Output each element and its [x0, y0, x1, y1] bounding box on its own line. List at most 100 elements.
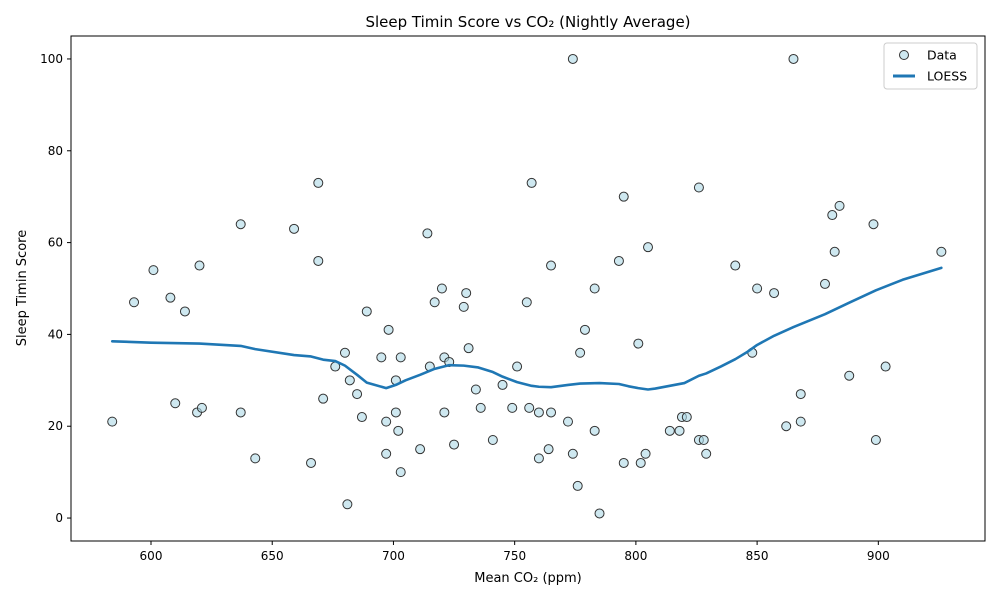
data-point — [769, 288, 780, 299]
data-point — [701, 448, 712, 459]
data-point — [640, 448, 651, 459]
data-point — [693, 182, 704, 193]
data-point — [129, 297, 140, 308]
loess-line — [110, 266, 943, 391]
data-point — [613, 255, 624, 266]
data-point — [681, 412, 692, 423]
data-point — [352, 389, 363, 400]
data-point — [594, 508, 605, 519]
data-point — [633, 338, 644, 349]
data-point — [356, 412, 367, 423]
data-point — [936, 246, 947, 257]
x-tick-label: 650 — [261, 549, 284, 563]
data-point — [194, 260, 205, 271]
data-point — [235, 219, 246, 230]
data-point — [475, 402, 486, 413]
data-point — [819, 278, 830, 289]
data-point — [458, 301, 469, 312]
data-point — [313, 255, 324, 266]
data-point — [449, 439, 460, 450]
data-points — [107, 53, 947, 519]
y-tick-label: 40 — [48, 327, 63, 341]
data-point — [567, 53, 578, 64]
data-point — [390, 407, 401, 418]
data-point — [643, 242, 654, 253]
data-point — [170, 398, 181, 409]
data-point — [422, 228, 433, 239]
data-point — [870, 435, 881, 445]
data-point — [827, 210, 838, 221]
data-point — [567, 448, 578, 459]
y-axis-ticks: 0 20 40 60 80 100 — [40, 52, 71, 525]
data-point — [521, 297, 532, 308]
data-point — [497, 379, 508, 390]
data-point — [429, 297, 440, 308]
data-point — [339, 347, 350, 358]
y-tick-label: 80 — [48, 144, 63, 158]
data-point — [250, 453, 261, 464]
legend-data-marker-icon — [899, 50, 909, 60]
data-point — [487, 435, 498, 445]
chart-title: Sleep Timin Score vs CO₂ (Nightly Averag… — [365, 13, 690, 31]
data-point — [395, 352, 406, 363]
data-point — [829, 246, 840, 257]
data-point — [618, 191, 629, 202]
data-point — [730, 260, 741, 271]
data-point — [165, 292, 176, 303]
x-tick-label: 700 — [382, 549, 405, 563]
data-point — [436, 283, 447, 294]
data-point — [463, 343, 474, 354]
data-point — [698, 435, 709, 445]
data-point — [393, 425, 404, 436]
y-tick-label: 60 — [48, 236, 63, 250]
data-point — [342, 499, 353, 510]
x-tick-label: 900 — [867, 549, 890, 563]
data-point — [533, 453, 544, 464]
data-point — [179, 306, 190, 317]
data-point — [313, 177, 324, 188]
y-tick-label: 0 — [55, 511, 63, 525]
data-point — [880, 361, 891, 372]
data-point — [381, 448, 392, 459]
data-point — [572, 480, 583, 491]
data-point — [844, 370, 855, 381]
data-point — [575, 347, 586, 358]
x-tick-label: 600 — [140, 549, 163, 563]
data-point — [395, 467, 406, 478]
data-point — [788, 53, 799, 64]
data-point — [589, 425, 600, 436]
data-point — [795, 389, 806, 400]
y-tick-label: 20 — [48, 419, 63, 433]
data-point — [196, 402, 207, 413]
data-point — [752, 283, 763, 294]
y-tick-label: 100 — [40, 52, 63, 66]
data-point — [781, 421, 792, 432]
x-tick-label: 850 — [746, 549, 769, 563]
data-point — [148, 265, 159, 276]
data-point — [546, 260, 557, 271]
data-point — [318, 393, 329, 404]
data-point — [674, 425, 685, 436]
plot-frame — [70, 35, 986, 542]
x-tick-label: 750 — [503, 549, 526, 563]
data-point — [664, 425, 675, 436]
data-point — [415, 444, 426, 455]
data-point — [381, 416, 392, 427]
data-point — [235, 407, 246, 418]
data-point — [376, 352, 387, 363]
data-point — [507, 402, 518, 413]
data-point — [439, 407, 450, 418]
data-point — [526, 177, 537, 188]
data-point — [107, 416, 118, 427]
data-point — [563, 416, 573, 427]
data-point — [635, 457, 646, 468]
data-point — [524, 402, 535, 413]
data-point — [589, 283, 600, 294]
data-point — [383, 324, 394, 335]
x-axis-ticks: 600 650 700 750 800 850 900 — [140, 541, 890, 563]
data-point — [470, 384, 481, 395]
data-point — [795, 416, 806, 427]
data-point — [579, 324, 590, 335]
